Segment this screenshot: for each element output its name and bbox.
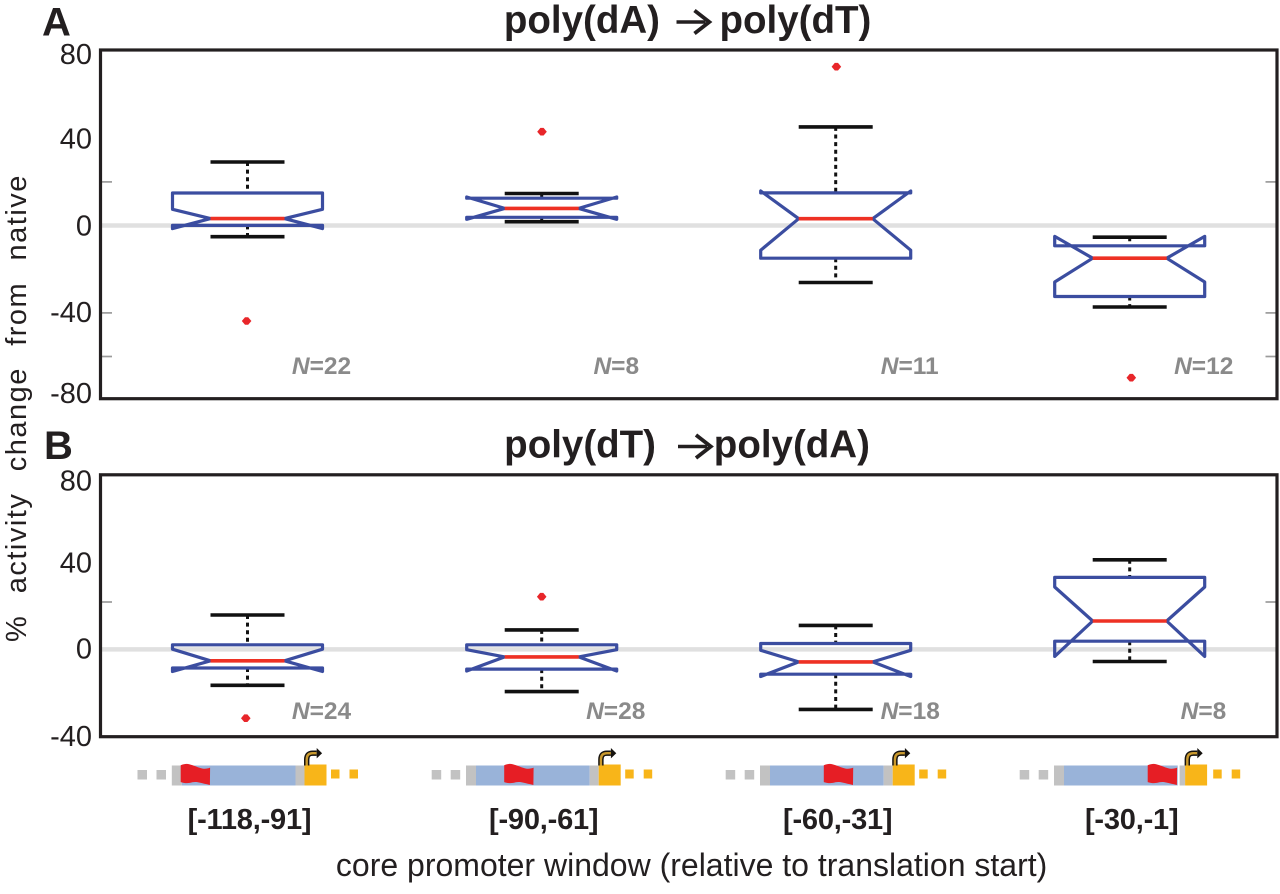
svg-text:0: 0 <box>76 211 92 243</box>
svg-text:[-118,-91]: [-118,-91] <box>188 804 312 836</box>
svg-text:core promoter window (relative: core promoter window (relative to transl… <box>336 847 1047 883</box>
svg-text:N=24: N=24 <box>292 698 352 725</box>
svg-text:B: B <box>44 424 73 468</box>
svg-text:N=22: N=22 <box>292 353 351 380</box>
svg-text:poly(dT): poly(dT) <box>720 0 872 42</box>
svg-text:N=18: N=18 <box>881 698 940 725</box>
svg-text:-40: -40 <box>50 297 92 329</box>
svg-text:40: 40 <box>60 124 92 156</box>
svg-text:poly(dT): poly(dT) <box>504 424 656 467</box>
svg-text:A: A <box>42 1 71 45</box>
svg-text:N=8: N=8 <box>1181 698 1227 725</box>
svg-text:-40: -40 <box>50 721 92 753</box>
svg-text:N=11: N=11 <box>881 353 939 380</box>
svg-text:[-30,-1]: [-30,-1] <box>1085 804 1178 836</box>
svg-text:0: 0 <box>76 634 92 666</box>
svg-text:40: 40 <box>60 548 92 580</box>
svg-text:N=12: N=12 <box>1174 353 1233 380</box>
svg-text:[-90,-61]: [-90,-61] <box>489 804 598 836</box>
svg-text:80: 80 <box>60 466 92 498</box>
svg-text:% activity change from native: % activity change from native <box>1 174 33 642</box>
svg-text:N=28: N=28 <box>586 698 645 725</box>
svg-text:N=8: N=8 <box>593 353 639 380</box>
svg-text:80: 80 <box>60 39 92 71</box>
svg-text:[-60,-31]: [-60,-31] <box>783 804 892 836</box>
svg-text:-80: -80 <box>50 378 92 410</box>
svg-text:poly(dA): poly(dA) <box>714 424 870 467</box>
svg-text:poly(dA): poly(dA) <box>504 0 660 42</box>
